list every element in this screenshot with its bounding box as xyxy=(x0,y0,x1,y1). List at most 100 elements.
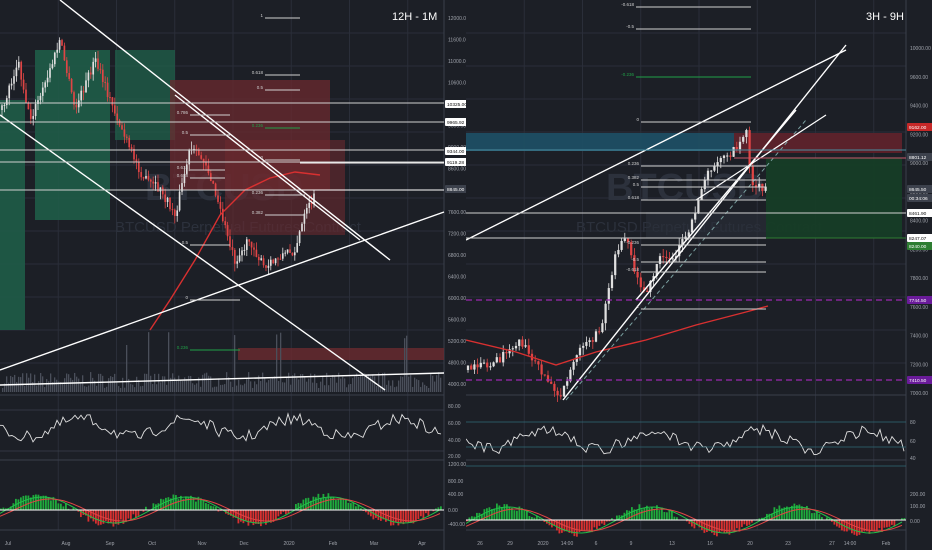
volume-bar xyxy=(120,387,122,392)
fib-level-label: 0.5 xyxy=(633,182,640,187)
macd-histogram-bar xyxy=(262,510,265,522)
candle-body xyxy=(754,185,758,188)
macd-histogram-bar xyxy=(808,510,811,520)
fib-level-label: 0.382 xyxy=(628,175,640,180)
price-tag-label: 9344.00 xyxy=(447,149,465,155)
volume-bar xyxy=(262,372,264,392)
macd-histogram-bar xyxy=(721,520,723,532)
price-zone xyxy=(238,348,444,360)
candle-body xyxy=(514,345,518,349)
macd-histogram-bar xyxy=(671,511,673,520)
candle-body xyxy=(569,369,572,382)
price-tag xyxy=(445,100,466,108)
price-axis-label: 7000.00 xyxy=(910,391,928,397)
candle-body xyxy=(748,130,751,167)
macd-histogram-bar xyxy=(432,510,435,512)
volume-bar xyxy=(326,372,328,392)
volume-bar xyxy=(418,380,420,392)
candle-body xyxy=(566,381,569,386)
volume-bar xyxy=(180,380,182,392)
volume-bar xyxy=(234,335,236,392)
macd-histogram-bar xyxy=(365,510,367,513)
candle-body xyxy=(166,197,169,203)
candle-body xyxy=(15,67,18,77)
volume-bar xyxy=(302,374,304,392)
candle-body xyxy=(289,249,291,253)
volume-bar xyxy=(268,380,270,392)
macd-histogram-bar xyxy=(796,505,798,520)
fib-level-label: -0.236 xyxy=(621,72,634,77)
volume-bar xyxy=(38,381,40,392)
macd-histogram-bar xyxy=(793,503,796,520)
fib-level-label: 0.382 xyxy=(252,210,264,215)
macd-histogram-bar xyxy=(440,506,442,510)
price-axis-label: 6000.00 xyxy=(448,296,466,302)
candle-body xyxy=(700,189,703,200)
macd-histogram-bar xyxy=(347,502,350,510)
candle-body xyxy=(219,201,222,209)
macd-histogram-bar xyxy=(325,498,327,510)
volume-bar xyxy=(172,373,174,392)
macd-histogram-bar xyxy=(22,495,25,510)
volume-bar xyxy=(246,379,248,392)
volume-bar xyxy=(306,381,308,392)
macd-histogram-bar xyxy=(471,516,473,520)
volume-bar xyxy=(384,372,386,392)
volume-bar xyxy=(324,385,326,392)
fib-level-label: 0.236 xyxy=(252,123,264,128)
macd-histogram-bar xyxy=(115,510,117,524)
macd-histogram-bar xyxy=(35,494,37,510)
candle-body xyxy=(697,199,700,214)
macd-histogram-bar xyxy=(648,508,651,520)
price-tag-label: 8845.00 xyxy=(447,187,465,193)
volume-bar xyxy=(132,384,134,392)
candle-body xyxy=(195,148,198,150)
price-tag xyxy=(445,185,466,193)
macd-histogram-bar xyxy=(5,508,7,510)
volume-bar xyxy=(434,381,436,392)
candle-body xyxy=(87,72,90,81)
volume-bar xyxy=(368,374,370,392)
candle-body xyxy=(176,210,179,216)
volume-bar xyxy=(96,385,98,392)
candle-body xyxy=(655,263,658,276)
candle-body xyxy=(193,148,195,150)
candle-body xyxy=(257,256,260,261)
time-axis-label: 27 xyxy=(829,541,835,547)
macd-histogram-bar xyxy=(377,510,380,520)
fib-level-label: -0.5 xyxy=(631,257,639,262)
volume-bar xyxy=(212,387,214,392)
volume-bar xyxy=(406,335,408,392)
candle-body xyxy=(540,364,543,375)
macd-histogram-bar xyxy=(586,520,588,531)
volume-bar xyxy=(310,373,312,392)
candle-body xyxy=(706,170,710,181)
volume-bar xyxy=(258,375,260,392)
macd-histogram-bar xyxy=(628,510,631,520)
volume-bar xyxy=(282,382,284,392)
volume-bar xyxy=(420,386,422,392)
macd-histogram-bar xyxy=(330,496,332,510)
candle-body xyxy=(68,73,71,79)
macd-histogram-bar xyxy=(888,520,891,527)
candle-body xyxy=(73,92,75,105)
fib-level-label: 0.236 xyxy=(628,161,640,166)
volume-bar xyxy=(200,386,202,392)
price-axis-label: 7600.00 xyxy=(448,210,466,216)
candle-body xyxy=(130,147,133,149)
candle-body xyxy=(658,256,662,264)
candle-body xyxy=(710,170,713,172)
candle-body xyxy=(751,166,754,186)
macd-histogram-bar xyxy=(476,512,478,520)
candle-body xyxy=(649,280,652,292)
macd-histogram-bar xyxy=(851,520,853,534)
candle-body xyxy=(617,249,620,255)
candle-body xyxy=(152,181,155,184)
macd-histogram-bar xyxy=(643,508,646,520)
macd-histogram-bar xyxy=(207,503,210,510)
volume-bar xyxy=(408,376,410,392)
volume-bar xyxy=(254,381,256,392)
volume-bar xyxy=(110,376,112,392)
